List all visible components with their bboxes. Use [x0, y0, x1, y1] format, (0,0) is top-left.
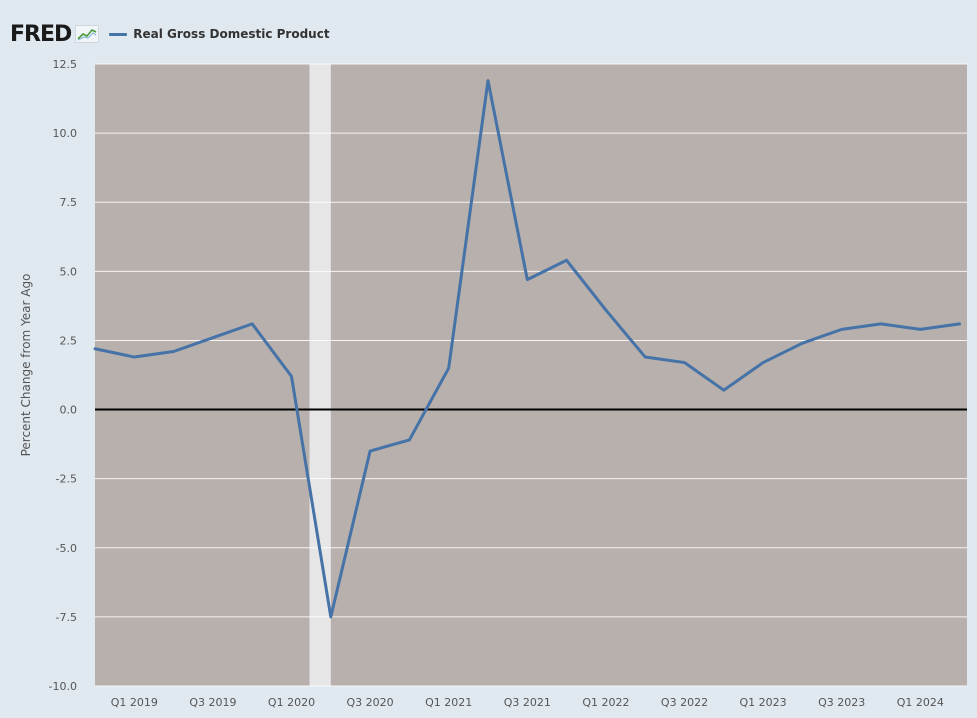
- plot-area: [95, 64, 967, 686]
- data-point[interactable]: [368, 449, 372, 453]
- series-layer: [93, 79, 962, 619]
- gridlines: [95, 63, 967, 687]
- data-point[interactable]: [93, 347, 97, 351]
- data-point[interactable]: [761, 361, 765, 365]
- y-tick-label: -5.0: [56, 542, 77, 555]
- y-axis-ticks: 12.5 10.0 7.5 5.0 2.5 0.0 -2.5 -5.0 -7.5 -10.0: [49, 58, 77, 693]
- data-point[interactable]: [643, 355, 647, 359]
- y-tick-label: 10.0: [53, 127, 78, 140]
- data-point[interactable]: [290, 374, 294, 378]
- y-tick-label: -10.0: [49, 680, 77, 693]
- data-point[interactable]: [918, 327, 922, 331]
- y-tick-label: 2.5: [60, 334, 78, 347]
- chart-header: FRED Real Gross Domestic Product: [10, 14, 330, 54]
- data-point[interactable]: [172, 350, 176, 354]
- y-tick-label: 12.5: [53, 58, 78, 71]
- x-tick-label: Q3 2020: [347, 696, 394, 709]
- data-point[interactable]: [132, 355, 136, 359]
- y-tick-label: -7.5: [56, 611, 77, 624]
- x-tick-label: Q1 2024: [897, 696, 944, 709]
- data-point[interactable]: [840, 327, 844, 331]
- data-point[interactable]: [250, 322, 254, 326]
- y-tick-label: -2.5: [56, 473, 77, 486]
- y-tick-label: 7.5: [60, 196, 78, 209]
- data-point[interactable]: [879, 322, 883, 326]
- data-point[interactable]: [211, 336, 215, 340]
- data-point[interactable]: [604, 308, 608, 312]
- x-tick-label: Q1 2019: [111, 696, 158, 709]
- y-tick-label: 0.0: [60, 404, 78, 417]
- y-tick-label: 5.0: [60, 265, 78, 278]
- fred-logo[interactable]: FRED: [10, 21, 72, 47]
- fred-chart-icon: [75, 25, 100, 43]
- x-tick-label: Q1 2021: [425, 696, 472, 709]
- x-tick-label: Q3 2022: [661, 696, 708, 709]
- data-point[interactable]: [329, 615, 333, 619]
- x-tick-label: Q1 2023: [740, 696, 787, 709]
- x-tick-label: Q3 2023: [818, 696, 865, 709]
- recession-band: [309, 64, 331, 686]
- data-point[interactable]: [800, 341, 804, 345]
- x-axis-ticks: Q1 2019 Q3 2019 Q1 2020 Q3 2020 Q1 2021 Q3 20…: [111, 696, 944, 709]
- x-tick-label: Q1 2020: [268, 696, 315, 709]
- data-point[interactable]: [565, 258, 569, 262]
- x-tick-label: Q3 2021: [504, 696, 551, 709]
- x-tick-label: Q3 2019: [189, 696, 236, 709]
- x-tick-label: Q1 2022: [582, 696, 629, 709]
- data-point[interactable]: [486, 79, 490, 83]
- data-point[interactable]: [683, 361, 687, 365]
- legend-swatch[interactable]: [109, 32, 128, 36]
- data-point[interactable]: [447, 366, 451, 370]
- legend-label[interactable]: Real Gross Domestic Product: [133, 27, 330, 41]
- y-axis-title: Percent Change from Year Ago: [19, 274, 33, 457]
- data-point[interactable]: [525, 278, 529, 282]
- data-point[interactable]: [958, 322, 962, 326]
- series-line[interactable]: [93, 79, 962, 619]
- data-point[interactable]: [722, 388, 726, 392]
- data-point[interactable]: [407, 438, 411, 442]
